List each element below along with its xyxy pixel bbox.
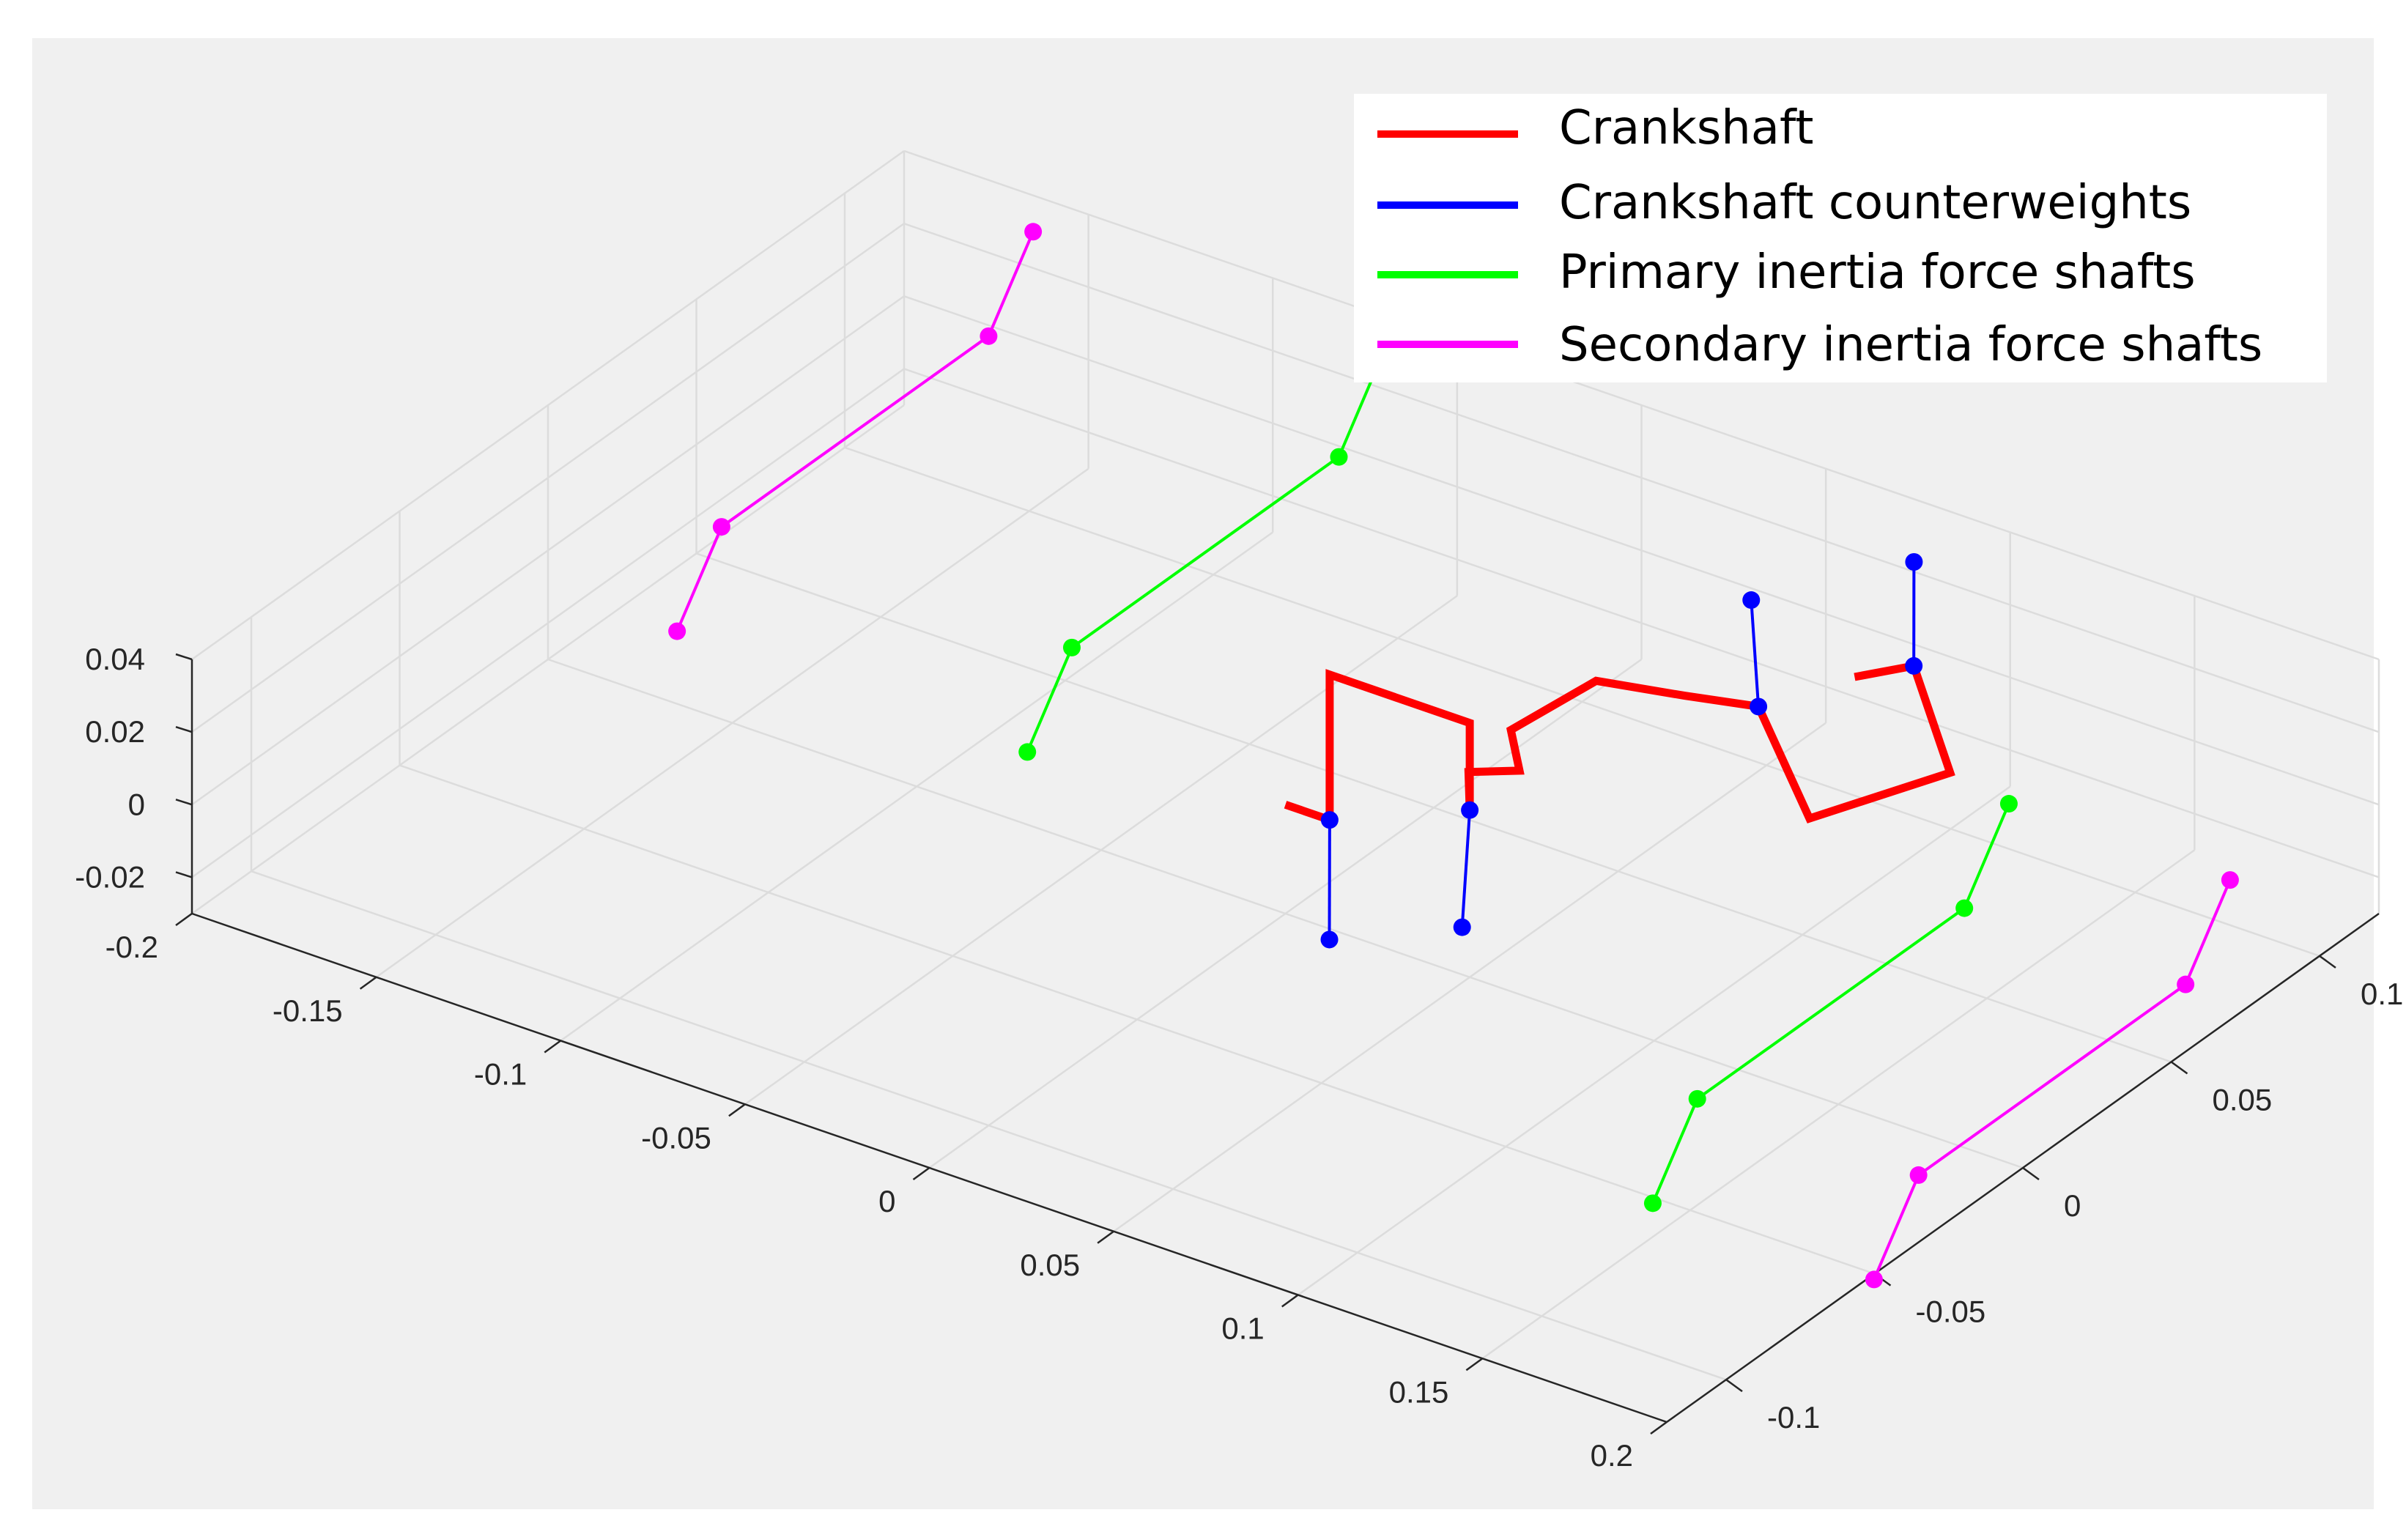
grid-side-z	[191, 223, 905, 733]
series-marker-secondary-inertia-force-shafts	[1024, 223, 1043, 241]
grid-floor-y	[547, 658, 2024, 1169]
grid-floor-y	[844, 446, 2320, 958]
x-tick-mark	[1097, 1230, 1114, 1244]
x-tick-mark	[544, 1040, 561, 1054]
z-tick-mark	[175, 653, 193, 661]
y-tick-label: 0.1	[2361, 977, 2403, 1011]
series-marker-secondary-inertia-force-shafts	[2221, 871, 2239, 889]
y-tick-mark	[2022, 1166, 2040, 1181]
z-tick-mark	[175, 871, 193, 878]
y-tick-label: 0.05	[2213, 1082, 2273, 1117]
legend-label-crankshaft: Crankshaft	[1559, 101, 1813, 155]
y-tick-label: -0.05	[1916, 1295, 1986, 1329]
y-tick-mark	[2319, 955, 2336, 969]
grid-side-z	[191, 149, 905, 661]
grid-back-z	[903, 222, 2380, 733]
series-marker-crankshaft-counterweights	[1320, 930, 1339, 949]
axes: -0.2 -0.15 -0.1 -0.05 0 0.05 0.1 0.15 0.2 -0.1 -0.…	[75, 642, 2403, 1473]
series-marker-secondary-inertia-force-shafts	[2177, 975, 2195, 993]
x-tick-mark	[1281, 1294, 1299, 1308]
legend-entry-primary-inertia-force-shafts: Primary inertia force shafts	[1377, 245, 2196, 300]
legend-entry-crankshaft: Crankshaft	[1377, 101, 1813, 155]
series-line-crankshaft	[1284, 661, 1955, 826]
legend-label-primary-inertia-force-shafts: Primary inertia force shafts	[1559, 245, 2196, 300]
z-tick-label: 0.02	[85, 714, 145, 749]
grid-back-z	[903, 149, 2380, 661]
series-marker-secondary-inertia-force-shafts	[668, 622, 686, 640]
grid-back-z	[903, 295, 2380, 806]
series-marker-secondary-inertia-force-shafts	[712, 518, 730, 536]
series-marker-secondary-inertia-force-shafts	[980, 327, 998, 345]
x-tick-label: 0.05	[1020, 1248, 1080, 1282]
series-marker-primary-inertia-force-shafts	[1330, 448, 1348, 466]
series-marker-crankshaft-counterweights	[1750, 697, 1768, 716]
x-tick-mark	[175, 912, 193, 927]
series-marker-crankshaft-counterweights	[1453, 918, 1471, 936]
x-tick-label: -0.1	[474, 1057, 527, 1092]
x-tick-label: -0.15	[273, 993, 343, 1028]
series-crankshaft	[1284, 661, 1955, 826]
legend-label-crankshaft-counterweights: Crankshaft counterweights	[1559, 176, 2191, 230]
grid-floor-y	[696, 552, 2172, 1063]
y-tick-mark	[2170, 1061, 2188, 1075]
x-tick-label: 0.2	[1591, 1438, 1633, 1473]
series-line-crankshaft-counterweights	[1460, 810, 1472, 928]
series-marker-primary-inertia-force-shafts	[1643, 1194, 1662, 1213]
z-tick-label: -0.02	[75, 859, 145, 894]
series-marker-primary-inertia-force-shafts	[1062, 638, 1081, 656]
y-tick-label: 0	[2064, 1188, 2081, 1223]
y-tick-label: -0.1	[1767, 1400, 1820, 1435]
x-tick-mark	[1650, 1421, 1667, 1435]
series-line-secondary-inertia-force-shafts	[1873, 879, 2232, 1281]
x-tick-mark	[728, 1103, 746, 1117]
z-tick-mark	[175, 799, 193, 806]
series-marker-primary-inertia-force-shafts	[1688, 1089, 1706, 1108]
series-line-primary-inertia-force-shafts	[1026, 352, 1385, 753]
z-tick-mark	[175, 725, 193, 733]
y-tick-mark	[1725, 1379, 1743, 1393]
series-line-crankshaft-counterweights	[1750, 599, 1761, 707]
series-marker-crankshaft-counterweights	[1905, 552, 1923, 571]
series-marker-crankshaft-counterweights	[1461, 801, 1479, 819]
series-line-primary-inertia-force-shafts	[1651, 803, 2010, 1204]
legend-label-secondary-inertia-force-shafts: Secondary inertia force shafts	[1559, 318, 2262, 372]
series-marker-secondary-inertia-force-shafts	[1909, 1166, 1928, 1184]
series-marker-secondary-inertia-force-shafts	[1865, 1270, 1883, 1289]
grid-side-z	[191, 295, 905, 806]
series-marker-crankshaft-counterweights	[1905, 656, 1923, 675]
series-crankshaft-counterweights	[1320, 552, 1923, 949]
x-tick-label: 0.1	[1221, 1311, 1264, 1346]
x-tick-mark	[359, 976, 377, 990]
x-tick-label: -0.2	[106, 930, 158, 964]
series-secondary-inertia-force-shafts	[668, 223, 2239, 1289]
legend-box	[1354, 94, 2327, 382]
grid-side-z	[191, 368, 905, 878]
grid-back-z	[903, 368, 2380, 878]
grid	[191, 149, 2380, 1424]
x-tick-mark	[1465, 1358, 1484, 1371]
z-tick-label: 0.04	[85, 642, 145, 676]
grid-floor-y	[399, 764, 1875, 1275]
legend: Crankshaft Crankshaft counterweights Pri…	[1354, 94, 2327, 382]
series-marker-primary-inertia-force-shafts	[1955, 899, 1974, 917]
x-tick-label: 0	[878, 1184, 895, 1218]
series-marker-primary-inertia-force-shafts	[1999, 795, 2018, 813]
x-tick-mark	[912, 1166, 930, 1181]
grid-floor-y	[251, 870, 1727, 1381]
series-marker-crankshaft-counterweights	[1320, 811, 1339, 829]
x-tick-label: 0.15	[1389, 1374, 1449, 1409]
legend-entry-secondary-inertia-force-shafts: Secondary inertia force shafts	[1377, 318, 2262, 372]
series-marker-primary-inertia-force-shafts	[1018, 743, 1037, 761]
z-tick-label: 0	[128, 787, 145, 821]
x-tick-label: -0.05	[641, 1120, 711, 1155]
series-line-secondary-inertia-force-shafts	[675, 231, 1034, 632]
series-marker-crankshaft-counterweights	[1742, 591, 1761, 610]
legend-entry-crankshaft-counterweights: Crankshaft counterweights	[1377, 176, 2191, 230]
